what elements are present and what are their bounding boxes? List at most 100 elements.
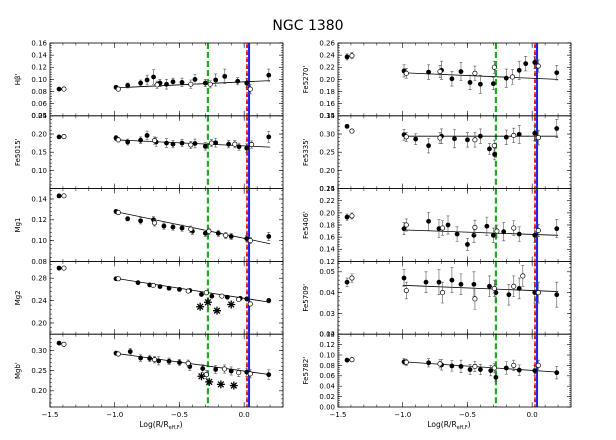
filled-point [490,81,496,87]
x-axis-label-right: Log(R/Reff,F) [427,420,470,431]
panel-8: 0.02 0.03 0.04 0.05 Fe5709' [302,260,572,339]
y-tick-label: 0.10 [31,76,47,84]
open-point [491,143,497,149]
filled-point [449,363,455,369]
filled-point [554,126,560,131]
filled-point [213,366,219,372]
open-point [535,63,541,69]
filled-point [235,78,241,84]
filled-point [170,224,176,230]
filled-point [202,80,208,86]
y-tick-label: 0.20 [31,319,47,327]
x-tick-label: −1.5 [42,411,59,419]
y-axis-label: Fe5015' [14,138,22,166]
open-point [236,370,242,376]
y-tick-label: 0.16 [319,100,335,108]
y-axis-label: Fe5270' [302,65,310,93]
x-tick-label: 0.0 [239,411,250,419]
open-point [208,140,215,146]
y-tick-label: 0.26 [319,39,335,47]
y-tick-label: 0.22 [319,64,335,72]
filled-point [458,69,464,74]
y-tick-label: 0.22 [319,197,335,205]
open-point [472,224,478,230]
data-group [56,193,272,245]
filled-point [487,146,492,152]
y-axis-label: Fe5406' [302,211,310,239]
filled-point [477,81,483,87]
y-axis-label: Fe5782' [302,357,310,385]
filled-point [138,80,144,86]
star-point [197,372,206,381]
star-stroke [196,303,204,311]
open-point [221,366,228,372]
filled-point [344,54,350,60]
filled-point [144,77,150,83]
y-tick-label: 0.14 [319,112,335,120]
filled-point [199,292,204,297]
y-tick-label: 0.20 [319,167,335,175]
y-tick-label: 0.03 [319,310,335,318]
fit-line [402,284,559,292]
data-group [56,340,272,390]
filled-point [266,372,272,378]
filled-point [465,137,470,143]
y-tick-label: 0.28 [31,275,47,283]
filled-point [501,229,507,235]
x-tick-label: 0.0 [527,411,538,419]
fit-line [402,229,559,236]
data-group [56,265,272,315]
filled-point [138,137,144,143]
filled-point [492,151,498,157]
open-point [207,81,213,87]
filled-point [493,290,499,295]
x-tick-label: −1.0 [394,411,411,419]
filled-point [200,366,206,371]
y-tick-label: 0.20 [319,209,335,217]
open-point [219,293,225,299]
y-tick-label: 0.14 [319,246,335,254]
filled-point [147,356,153,361]
y-tick-label: 0.25 [31,112,47,120]
y-tick-label: 0.16 [31,39,47,47]
filled-point [157,284,163,289]
filled-point [177,360,182,365]
open-point [152,220,158,226]
panel-7: 0.12 0.14 0.16 0.18 0.20 0.22 0.24 Fe5406' [302,185,572,266]
open-point [349,357,355,363]
open-point [247,371,253,377]
open-point [491,64,497,70]
y-axis-label: Mg2 [14,290,22,305]
star-point [205,377,214,386]
filled-point [477,133,483,139]
filled-point [213,140,219,146]
filled-point [56,265,62,271]
open-point [511,283,517,289]
y-tick-label: 0.02 [319,331,335,339]
y-tick-label: 0.08 [31,258,47,266]
filled-point [56,193,62,199]
filled-point [226,141,232,147]
filled-point [151,74,156,80]
filled-point [523,61,529,67]
filled-point [554,226,560,232]
filled-point [426,218,432,224]
open-point [152,138,158,144]
filled-point [426,143,432,149]
filled-point [228,368,234,374]
y-tick-label: 0.12 [31,216,47,224]
filled-point [125,216,131,222]
filled-point [224,294,230,300]
filled-point [125,139,131,145]
y-tick-label: 0.05 [319,268,335,276]
open-point [509,74,516,80]
filled-point [244,145,250,151]
x-tick-label: −1.5 [330,411,347,419]
filled-point [144,133,150,138]
filled-point [488,368,494,373]
filled-point [532,130,538,136]
star-point [203,298,212,307]
filled-point [532,290,538,295]
filled-point [56,86,62,92]
open-point [349,275,355,281]
